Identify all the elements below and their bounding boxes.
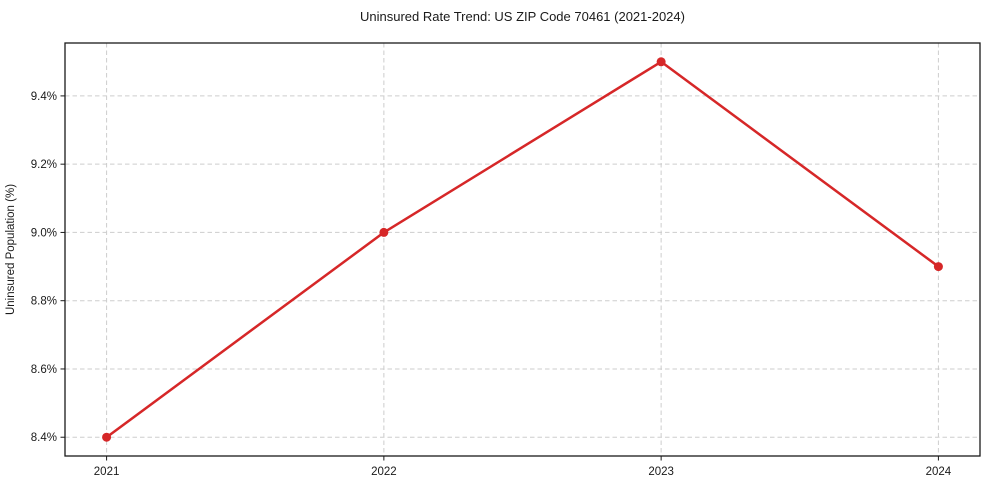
- y-tick-label: 8.6%: [31, 364, 57, 376]
- x-tick-label: 2024: [926, 466, 952, 478]
- y-tick-label: 9.0%: [31, 227, 57, 239]
- y-tick-label: 8.8%: [31, 296, 57, 308]
- data-point: [933, 262, 943, 272]
- y-axis-label: Uninsured Population (%): [5, 184, 17, 315]
- data-point: [656, 57, 666, 67]
- y-tick-label: 9.4%: [31, 91, 57, 103]
- data-point: [379, 227, 389, 237]
- y-tick-label: 8.4%: [31, 432, 57, 444]
- x-tick-label: 2022: [371, 466, 397, 478]
- series-line: [105, 60, 940, 439]
- plot-area: 2021 2022 2023 2024 8.4% 8.6% 8.8% 9.0% 9.2% 9.4%: [31, 42, 981, 478]
- chart-title: Uninsured Rate Trend: US ZIP Code 70461 …: [360, 9, 685, 24]
- data-point: [102, 432, 112, 442]
- axes-border: [64, 42, 981, 457]
- x-tick-label: 2023: [648, 466, 674, 478]
- x-tick-label: 2021: [94, 466, 120, 478]
- y-tick-label: 9.2%: [31, 159, 57, 171]
